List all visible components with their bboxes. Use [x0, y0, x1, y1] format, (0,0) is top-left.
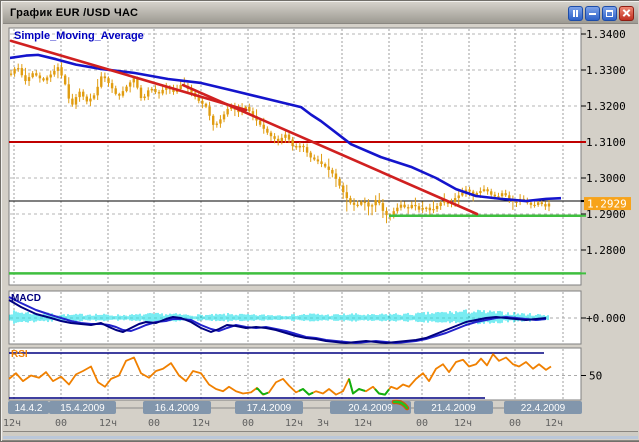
x-axis-date-box: [8, 401, 49, 414]
minimize-icon: [586, 7, 599, 20]
rsi-label: RSI: [11, 349, 28, 360]
main-panel: [8, 27, 582, 286]
x-axis-date-label: 21.4.2009: [431, 403, 476, 414]
x-axis-time-label: 12ч: [545, 418, 563, 429]
x-axis-time-label: 00: [416, 418, 428, 429]
y-axis-label: 1.3300: [586, 64, 626, 77]
x-axis-time-label: 00: [242, 418, 254, 429]
y-axis-label: 1.3100: [586, 136, 626, 149]
x-axis-time-label: 12ч: [354, 418, 372, 429]
x-axis-date-box: [143, 401, 211, 414]
svg-text:1.2929: 1.2929: [587, 198, 627, 211]
maximize-icon: [603, 7, 616, 20]
x-axis-date-label: 15.4.2009: [60, 403, 105, 414]
pause-icon: [569, 7, 582, 20]
macd-zero-label: +0.000: [586, 312, 626, 325]
rsi-mid-label: 50: [589, 370, 602, 383]
x-axis-date-box: [49, 401, 116, 414]
pause-button[interactable]: [568, 6, 583, 21]
window-title: График EUR /USD ЧАС: [10, 7, 139, 19]
minimize-button[interactable]: [585, 6, 600, 21]
close-button[interactable]: [619, 6, 634, 21]
rsi-indicator: 50 RSI: [8, 349, 602, 399]
x-axis-time-label: 12ч: [192, 418, 210, 429]
x-axis: 14.4.2 15.4.2009 16.4.2009 17.4.2009 20.4.20…: [3, 401, 582, 429]
x-axis-time-label: 12ч: [454, 418, 472, 429]
sma-line: [10, 53, 562, 203]
x-axis-date-label: 20.4.2009: [348, 403, 393, 414]
x-axis-time-label: 12ч: [3, 418, 21, 429]
y-axis-label: 1.3400: [586, 28, 626, 41]
x-axis-date-label: 14.4.2: [15, 403, 43, 414]
x-axis-date-box: [414, 401, 493, 414]
current-price-tag: 1.2929: [584, 197, 631, 211]
x-axis-date-box: [504, 401, 582, 414]
x-axis-date-label: 16.4.2009: [155, 403, 200, 414]
x-axis-time-label: 3ч: [317, 418, 329, 429]
chart-arrow-marker: [391, 399, 410, 411]
x-axis-time-label: 12ч: [285, 418, 303, 429]
window-controls: [568, 6, 634, 21]
y-axis-label: 1.3200: [586, 100, 626, 113]
overlay-label: Simple_Moving_Average: [14, 30, 144, 42]
macd-label: MACD: [11, 293, 41, 304]
y-axis-label: 1.2800: [586, 244, 626, 257]
horizontal-level-lines: [9, 141, 586, 275]
macd-indicator: +0.000 MACD: [8, 293, 626, 344]
x-axis-date-box: [235, 401, 303, 414]
x-axis-time-label: 00: [148, 418, 160, 429]
titlebar[interactable]: График EUR /USD ЧАС: [3, 3, 638, 24]
x-axis-time-label: 12ч: [99, 418, 117, 429]
y-axis-label: 1.2900: [586, 208, 626, 221]
x-axis-time-label: 00: [509, 418, 521, 429]
x-axis-date-box: [330, 401, 411, 414]
window-bottom-frame: [3, 431, 638, 439]
maximize-button[interactable]: [602, 6, 617, 21]
x-axis-time-label: 00: [55, 418, 67, 429]
y-axis-label: 1.3000: [586, 172, 626, 185]
trendlines: [9, 39, 479, 216]
x-axis-date-label: 22.4.2009: [521, 403, 566, 414]
x-axis-date-label: 17.4.2009: [247, 403, 292, 414]
